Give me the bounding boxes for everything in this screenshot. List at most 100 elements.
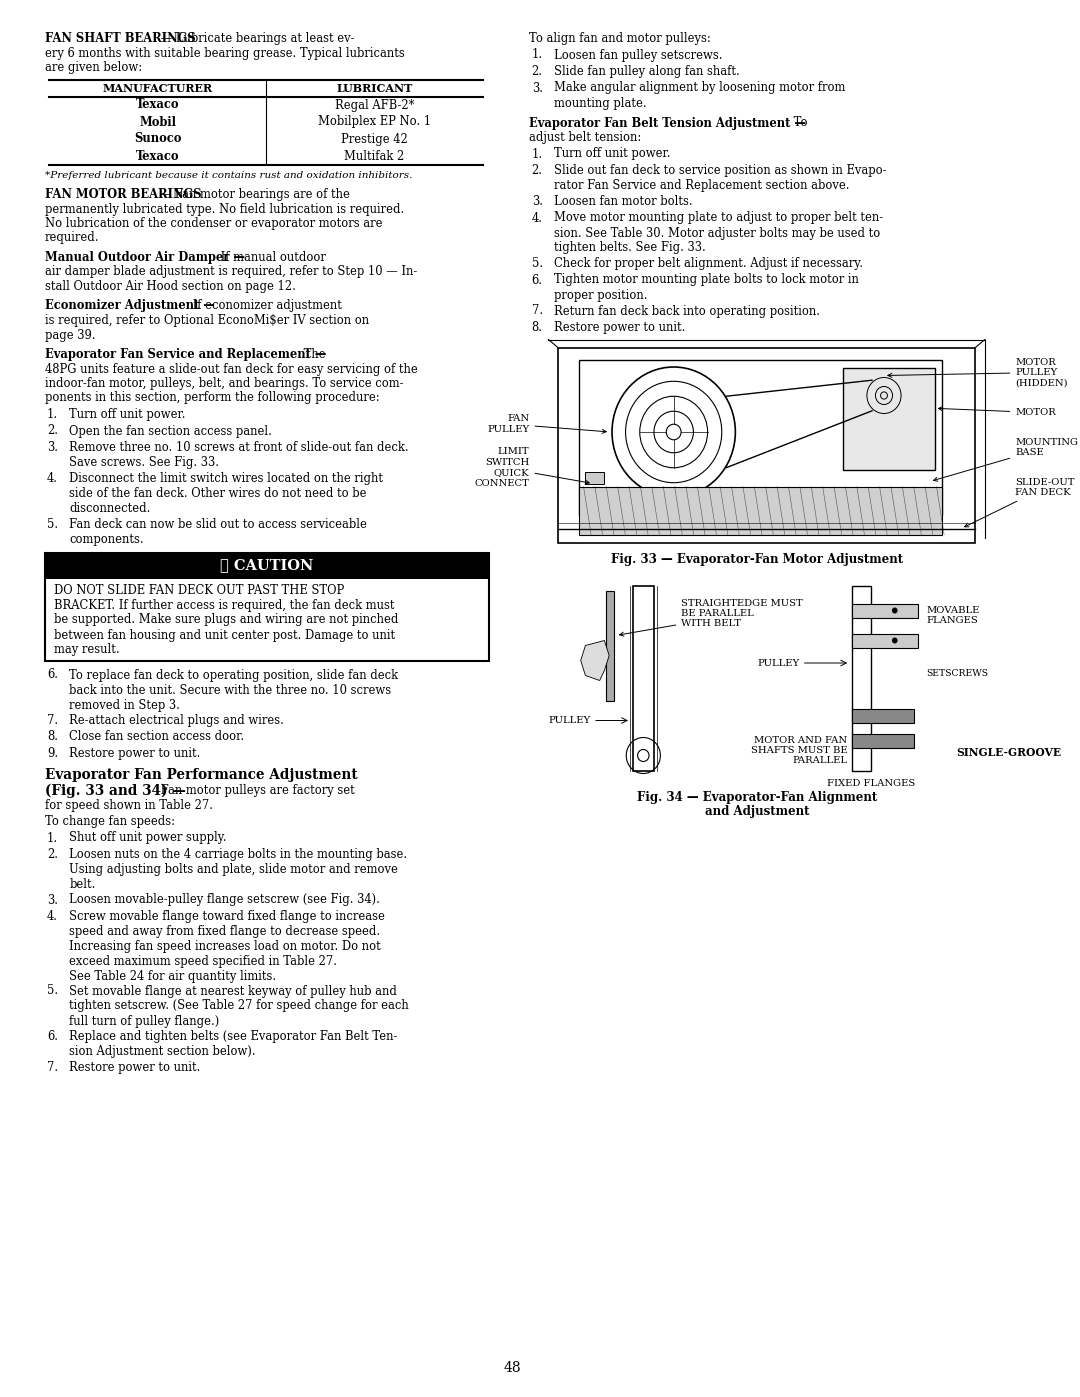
Text: If economizer adjustment: If economizer adjustment (189, 299, 341, 313)
Text: Mobilplex EP No. 1: Mobilplex EP No. 1 (318, 116, 431, 129)
Text: ery 6 months with suitable bearing grease. Typical lubricants: ery 6 months with suitable bearing greas… (44, 46, 404, 60)
Text: FAN SHAFT BEARINGS: FAN SHAFT BEARINGS (44, 32, 195, 45)
Text: Sunoco: Sunoco (134, 133, 181, 145)
Bar (585, 472, 605, 483)
Text: Regal AFB-2*: Regal AFB-2* (335, 99, 415, 112)
Text: is required, refer to Optional EconoMi$er IV section on: is required, refer to Optional EconoMi$e… (44, 314, 368, 327)
Text: Tighten motor mounting plate bolts to lock motor in
proper position.: Tighten motor mounting plate bolts to lo… (554, 274, 859, 302)
Text: 3.: 3. (46, 894, 58, 907)
Bar (852, 633, 918, 647)
Text: To: To (791, 116, 808, 130)
Text: PULLEY: PULLEY (758, 658, 800, 668)
Text: — Lubricate bearings at least ev-: — Lubricate bearings at least ev- (157, 32, 354, 45)
Text: Restore power to unit.: Restore power to unit. (69, 1060, 201, 1074)
Text: Close fan section access door.: Close fan section access door. (69, 731, 244, 743)
Text: 6.: 6. (531, 274, 543, 286)
Text: Loosen fan pulley setscrews.: Loosen fan pulley setscrews. (554, 49, 723, 61)
Text: 7.: 7. (531, 305, 543, 317)
Text: adjust belt tension:: adjust belt tension: (529, 131, 642, 144)
Text: Fan motor pulleys are factory set: Fan motor pulleys are factory set (157, 784, 354, 798)
Bar (633, 585, 653, 771)
Text: SETSCREWS: SETSCREWS (926, 669, 988, 678)
Text: STRAIGHTEDGE MUST
BE PARALLEL
WITH BELT: STRAIGHTEDGE MUST BE PARALLEL WITH BELT (620, 598, 804, 636)
Text: MOUNTING
BASE: MOUNTING BASE (933, 437, 1078, 481)
Text: Move motor mounting plate to adjust to proper belt ten-
sion. See Table 30. Moto: Move motor mounting plate to adjust to p… (554, 211, 883, 254)
Text: Fan deck can now be slid out to access serviceable
components.: Fan deck can now be slid out to access s… (69, 517, 367, 545)
Text: Evaporator Fan Service and Replacement —: Evaporator Fan Service and Replacement — (44, 348, 326, 360)
Text: Restore power to unit.: Restore power to unit. (69, 747, 201, 760)
Text: Economizer Adjustment —: Economizer Adjustment — (44, 299, 214, 313)
Text: PULLEY: PULLEY (549, 717, 591, 725)
Bar (558, 348, 975, 542)
Text: 2.: 2. (531, 66, 543, 78)
Text: Screw movable flange toward fixed flange to increase
speed and away from fixed f: Screw movable flange toward fixed flange… (69, 909, 386, 983)
Text: Prestige 42: Prestige 42 (341, 133, 408, 145)
Text: Evaporator Fan Belt Tension Adjustment —: Evaporator Fan Belt Tension Adjustment — (529, 116, 807, 130)
Text: Return fan deck back into operating position.: Return fan deck back into operating posi… (554, 305, 820, 317)
Text: Remove three no. 10 screws at front of slide-out fan deck.
Save screws. See Fig.: Remove three no. 10 screws at front of s… (69, 441, 409, 469)
Text: 4.: 4. (46, 909, 58, 923)
Text: 3.: 3. (531, 81, 543, 95)
Bar (606, 591, 613, 700)
Text: 5.: 5. (531, 257, 543, 270)
Text: Loosen fan motor bolts.: Loosen fan motor bolts. (554, 196, 692, 208)
Text: To change fan speeds:: To change fan speeds: (44, 814, 175, 828)
Bar (852, 733, 914, 747)
Text: Manual Outdoor Air Damper —: Manual Outdoor Air Damper — (44, 251, 244, 264)
Text: are given below:: are given below: (44, 61, 141, 74)
Polygon shape (581, 640, 609, 680)
Text: MOTOR
PULLEY
(HIDDEN): MOTOR PULLEY (HIDDEN) (888, 358, 1068, 387)
Text: *Preferred lubricant because it contains rust and oxidation inhibitors.: *Preferred lubricant because it contains… (44, 170, 411, 179)
Text: LIMIT
SWITCH
QUICK
CONNECT: LIMIT SWITCH QUICK CONNECT (474, 447, 590, 488)
Text: Fig. 33 — Evaporator-Fan Motor Adjustment: Fig. 33 — Evaporator-Fan Motor Adjustmen… (611, 552, 903, 566)
Text: No lubrication of the condenser or evaporator motors are: No lubrication of the condenser or evapo… (44, 217, 382, 231)
Text: 1.: 1. (531, 148, 543, 161)
Text: 4.: 4. (46, 472, 58, 485)
Text: Check for proper belt alignment. Adjust if necessary.: Check for proper belt alignment. Adjust … (554, 257, 863, 270)
Text: FAN
PULLEY: FAN PULLEY (487, 415, 606, 433)
Bar (579, 359, 942, 514)
Text: 6.: 6. (46, 669, 58, 682)
Bar (579, 486, 942, 535)
Text: 3.: 3. (531, 196, 543, 208)
Text: 8.: 8. (46, 731, 58, 743)
Text: 2.: 2. (46, 425, 58, 437)
Text: MANUFACTURER: MANUFACTURER (103, 82, 213, 94)
Text: SLIDE-OUT
FAN DECK: SLIDE-OUT FAN DECK (964, 478, 1075, 527)
Text: MOTOR: MOTOR (939, 407, 1056, 416)
Text: indoor-fan motor, pulleys, belt, and bearings. To service com-: indoor-fan motor, pulleys, belt, and bea… (44, 377, 403, 390)
Text: Texaco: Texaco (136, 149, 179, 162)
Bar (852, 708, 914, 722)
Text: DO NOT SLIDE FAN DECK OUT PAST THE STOP
BRACKET. If further access is required, : DO NOT SLIDE FAN DECK OUT PAST THE STOP … (54, 584, 399, 657)
Circle shape (892, 637, 897, 644)
Text: 1.: 1. (46, 408, 58, 420)
Text: ponents in this section, perform the following procedure:: ponents in this section, perform the fol… (44, 391, 379, 405)
Text: Replace and tighten belts (see Evaporator Fan Belt Ten-
sion Adjustment section : Replace and tighten belts (see Evaporato… (69, 1030, 397, 1058)
Text: 5.: 5. (46, 985, 58, 997)
Text: 4.: 4. (531, 211, 543, 225)
Text: for speed shown in Table 27.: for speed shown in Table 27. (44, 799, 213, 812)
Text: Open the fan section access panel.: Open the fan section access panel. (69, 425, 272, 437)
Text: Loosen nuts on the 4 carriage bolts in the mounting base.
Using adjusting bolts : Loosen nuts on the 4 carriage bolts in t… (69, 848, 407, 891)
Text: If manual outdoor: If manual outdoor (217, 251, 326, 264)
Text: To align fan and motor pulleys:: To align fan and motor pulleys: (529, 32, 712, 45)
Text: Slide out fan deck to service position as shown in Evapo-
rator Fan Service and : Slide out fan deck to service position a… (554, 163, 887, 191)
Text: 3.: 3. (46, 441, 58, 454)
Text: ⚠ CAUTION: ⚠ CAUTION (220, 559, 313, 573)
Text: 5.: 5. (46, 517, 58, 531)
Text: 7.: 7. (46, 1060, 58, 1074)
Text: Shut off unit power supply.: Shut off unit power supply. (69, 831, 227, 845)
Text: 6.: 6. (46, 1030, 58, 1044)
Text: 48PG units feature a slide-out fan deck for easy servicing of the: 48PG units feature a slide-out fan deck … (44, 362, 417, 376)
Circle shape (892, 608, 897, 613)
Text: stall Outdoor Air Hood section on page 12.: stall Outdoor Air Hood section on page 1… (44, 279, 296, 293)
Text: 1.: 1. (531, 49, 543, 61)
Text: Turn off unit power.: Turn off unit power. (554, 148, 671, 161)
Bar (44, 552, 488, 578)
Text: The: The (300, 348, 325, 360)
Text: 1.: 1. (46, 831, 58, 845)
Text: FIXED FLANGES: FIXED FLANGES (827, 778, 915, 788)
Text: Loosen movable-pulley flange setscrew (see Fig. 34).: Loosen movable-pulley flange setscrew (s… (69, 894, 380, 907)
Text: permanently lubricated type. No field lubrication is required.: permanently lubricated type. No field lu… (44, 203, 404, 215)
Text: required.: required. (44, 232, 99, 244)
